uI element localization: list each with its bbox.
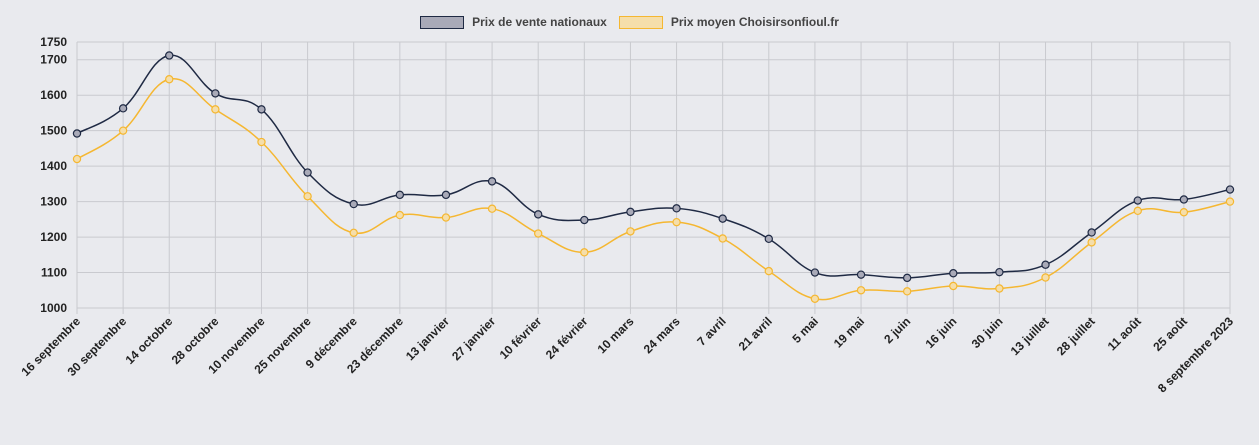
x-tick-label: 13 juillet <box>1008 314 1052 358</box>
y-tick-label: 1750 <box>40 35 67 49</box>
x-tick-label: 28 juillet <box>1054 314 1098 358</box>
data-point-series-1 <box>211 105 220 114</box>
series-points <box>72 51 1235 303</box>
data-point-series-1 <box>118 126 128 135</box>
data-point-series-1 <box>165 75 174 84</box>
gridlines <box>76 41 1231 314</box>
y-tick-label: 1000 <box>40 301 67 315</box>
data-point-series-1 <box>395 210 405 220</box>
data-point-series-1 <box>1179 208 1189 217</box>
data-point-series-0 <box>165 51 174 60</box>
data-point-series-0 <box>949 269 958 278</box>
y-tick-label: 1300 <box>40 195 67 209</box>
data-point-series-1 <box>72 154 82 164</box>
data-point-series-0 <box>1179 195 1189 204</box>
data-point-series-1 <box>810 294 820 303</box>
data-point-series-0 <box>626 207 635 217</box>
data-point-series-0 <box>72 129 82 138</box>
y-tick-label: 1400 <box>40 159 67 173</box>
data-point-series-1 <box>580 248 589 257</box>
data-point-series-0 <box>487 177 497 186</box>
x-tick-label: 25 août <box>1150 314 1190 354</box>
y-tick-label: 1200 <box>40 230 67 244</box>
y-tick-label: 1600 <box>40 88 67 102</box>
data-point-series-0 <box>441 190 451 200</box>
data-point-series-1 <box>257 137 266 147</box>
data-point-series-1 <box>534 229 543 238</box>
data-point-series-1 <box>303 192 312 201</box>
data-point-series-0 <box>303 168 312 177</box>
legend: Prix de vente nationaux Prix moyen Chois… <box>0 15 1259 29</box>
x-tick-label: 21 avril <box>736 314 775 353</box>
data-point-series-0 <box>534 210 543 219</box>
data-point-series-1 <box>902 287 912 296</box>
y-tick-label: 1500 <box>40 124 67 138</box>
data-point-series-0 <box>118 104 128 113</box>
x-tick-label: 11 août <box>1105 314 1144 353</box>
x-tick-label: 2 juin <box>881 314 913 346</box>
legend-label-series-0: Prix de vente nationaux <box>472 15 607 29</box>
data-point-series-0 <box>395 190 405 200</box>
data-point-series-1 <box>856 286 866 295</box>
data-point-series-0 <box>580 215 589 225</box>
data-point-series-0 <box>995 267 1004 277</box>
data-point-series-0 <box>1133 196 1142 205</box>
data-point-series-1 <box>764 266 774 276</box>
legend-item-series-1[interactable]: Prix moyen Choisirsonfioul.fr <box>618 15 839 29</box>
data-point-series-1 <box>349 228 358 238</box>
data-point-series-0 <box>810 268 820 277</box>
x-tick-label: 27 janvier <box>449 314 498 363</box>
x-tick-label: 19 mai <box>831 314 867 350</box>
data-point-series-0 <box>1087 228 1096 237</box>
x-tick-label: 7 avril <box>694 314 728 348</box>
y-tick-label: 1100 <box>41 266 67 280</box>
data-point-series-1 <box>949 281 958 291</box>
series-lines <box>76 54 1231 301</box>
data-point-series-0 <box>672 204 681 213</box>
x-tick-label: 13 janvier <box>403 314 452 363</box>
data-point-series-1 <box>487 204 497 213</box>
legend-item-series-0[interactable]: Prix de vente nationaux <box>420 15 607 29</box>
x-tick-label: 5 mai <box>789 314 821 346</box>
data-point-series-0 <box>211 89 220 98</box>
data-point-series-1 <box>1087 238 1096 247</box>
data-point-series-0 <box>718 214 727 223</box>
data-point-series-1 <box>672 217 681 227</box>
x-tick-label: 24 mars <box>641 314 683 356</box>
data-point-series-0 <box>902 273 912 283</box>
data-point-series-1 <box>1133 206 1142 216</box>
data-point-series-1 <box>441 213 451 222</box>
legend-swatch-series-0 <box>420 15 465 29</box>
data-point-series-1 <box>995 284 1004 293</box>
x-tick-label: 16 juin <box>923 314 960 351</box>
data-point-series-0 <box>764 234 774 244</box>
x-tick-label: 10 février <box>497 314 545 362</box>
x-tick-label: 30 juin <box>969 314 1006 351</box>
data-point-series-1 <box>626 227 635 236</box>
data-point-series-0 <box>1225 185 1235 194</box>
x-tick-label: 14 octobre <box>123 314 176 367</box>
data-point-series-0 <box>1041 260 1050 269</box>
legend-swatch-series-1 <box>618 15 663 29</box>
legend-label-series-1: Prix moyen Choisirsonfioul.fr <box>670 15 839 29</box>
data-point-series-0 <box>856 270 866 279</box>
series-line-1 <box>76 77 1231 301</box>
x-tick-label: 24 février <box>543 314 591 362</box>
data-point-series-1 <box>1041 273 1050 282</box>
data-point-series-0 <box>349 199 358 209</box>
y-tick-label: 1700 <box>40 53 67 67</box>
y-axis-ticks: 1000 1100 1200 1300 1400 1500 1600 1700 1750 <box>40 35 67 315</box>
data-point-series-0 <box>257 105 266 114</box>
data-point-series-1 <box>718 234 727 243</box>
x-tick-label: 10 mars <box>595 314 637 356</box>
data-point-series-1 <box>1225 197 1235 206</box>
